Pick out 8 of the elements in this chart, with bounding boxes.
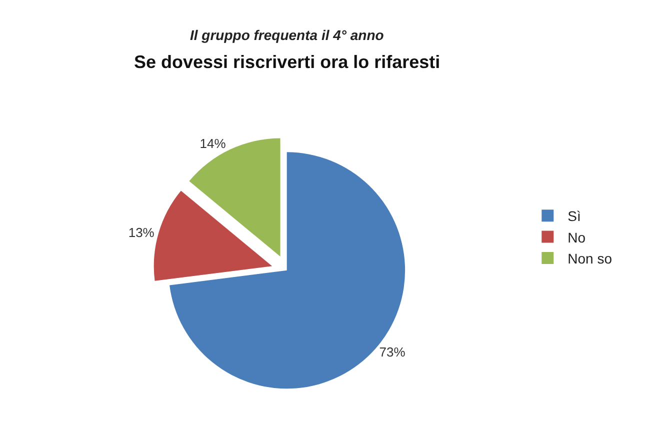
legend-label: No	[568, 229, 586, 246]
data-label: 13%	[128, 225, 155, 240]
chart-subtitle: Se dovessi riscriverti ora lo rifaresti	[134, 52, 440, 72]
legend-label: Non so	[568, 250, 612, 266]
data-label: 73%	[379, 344, 406, 360]
data-label: 14%	[200, 136, 226, 151]
chart-title: Il gruppo frequenta il 4° anno	[190, 27, 384, 43]
legend-label: Sì	[568, 208, 581, 224]
